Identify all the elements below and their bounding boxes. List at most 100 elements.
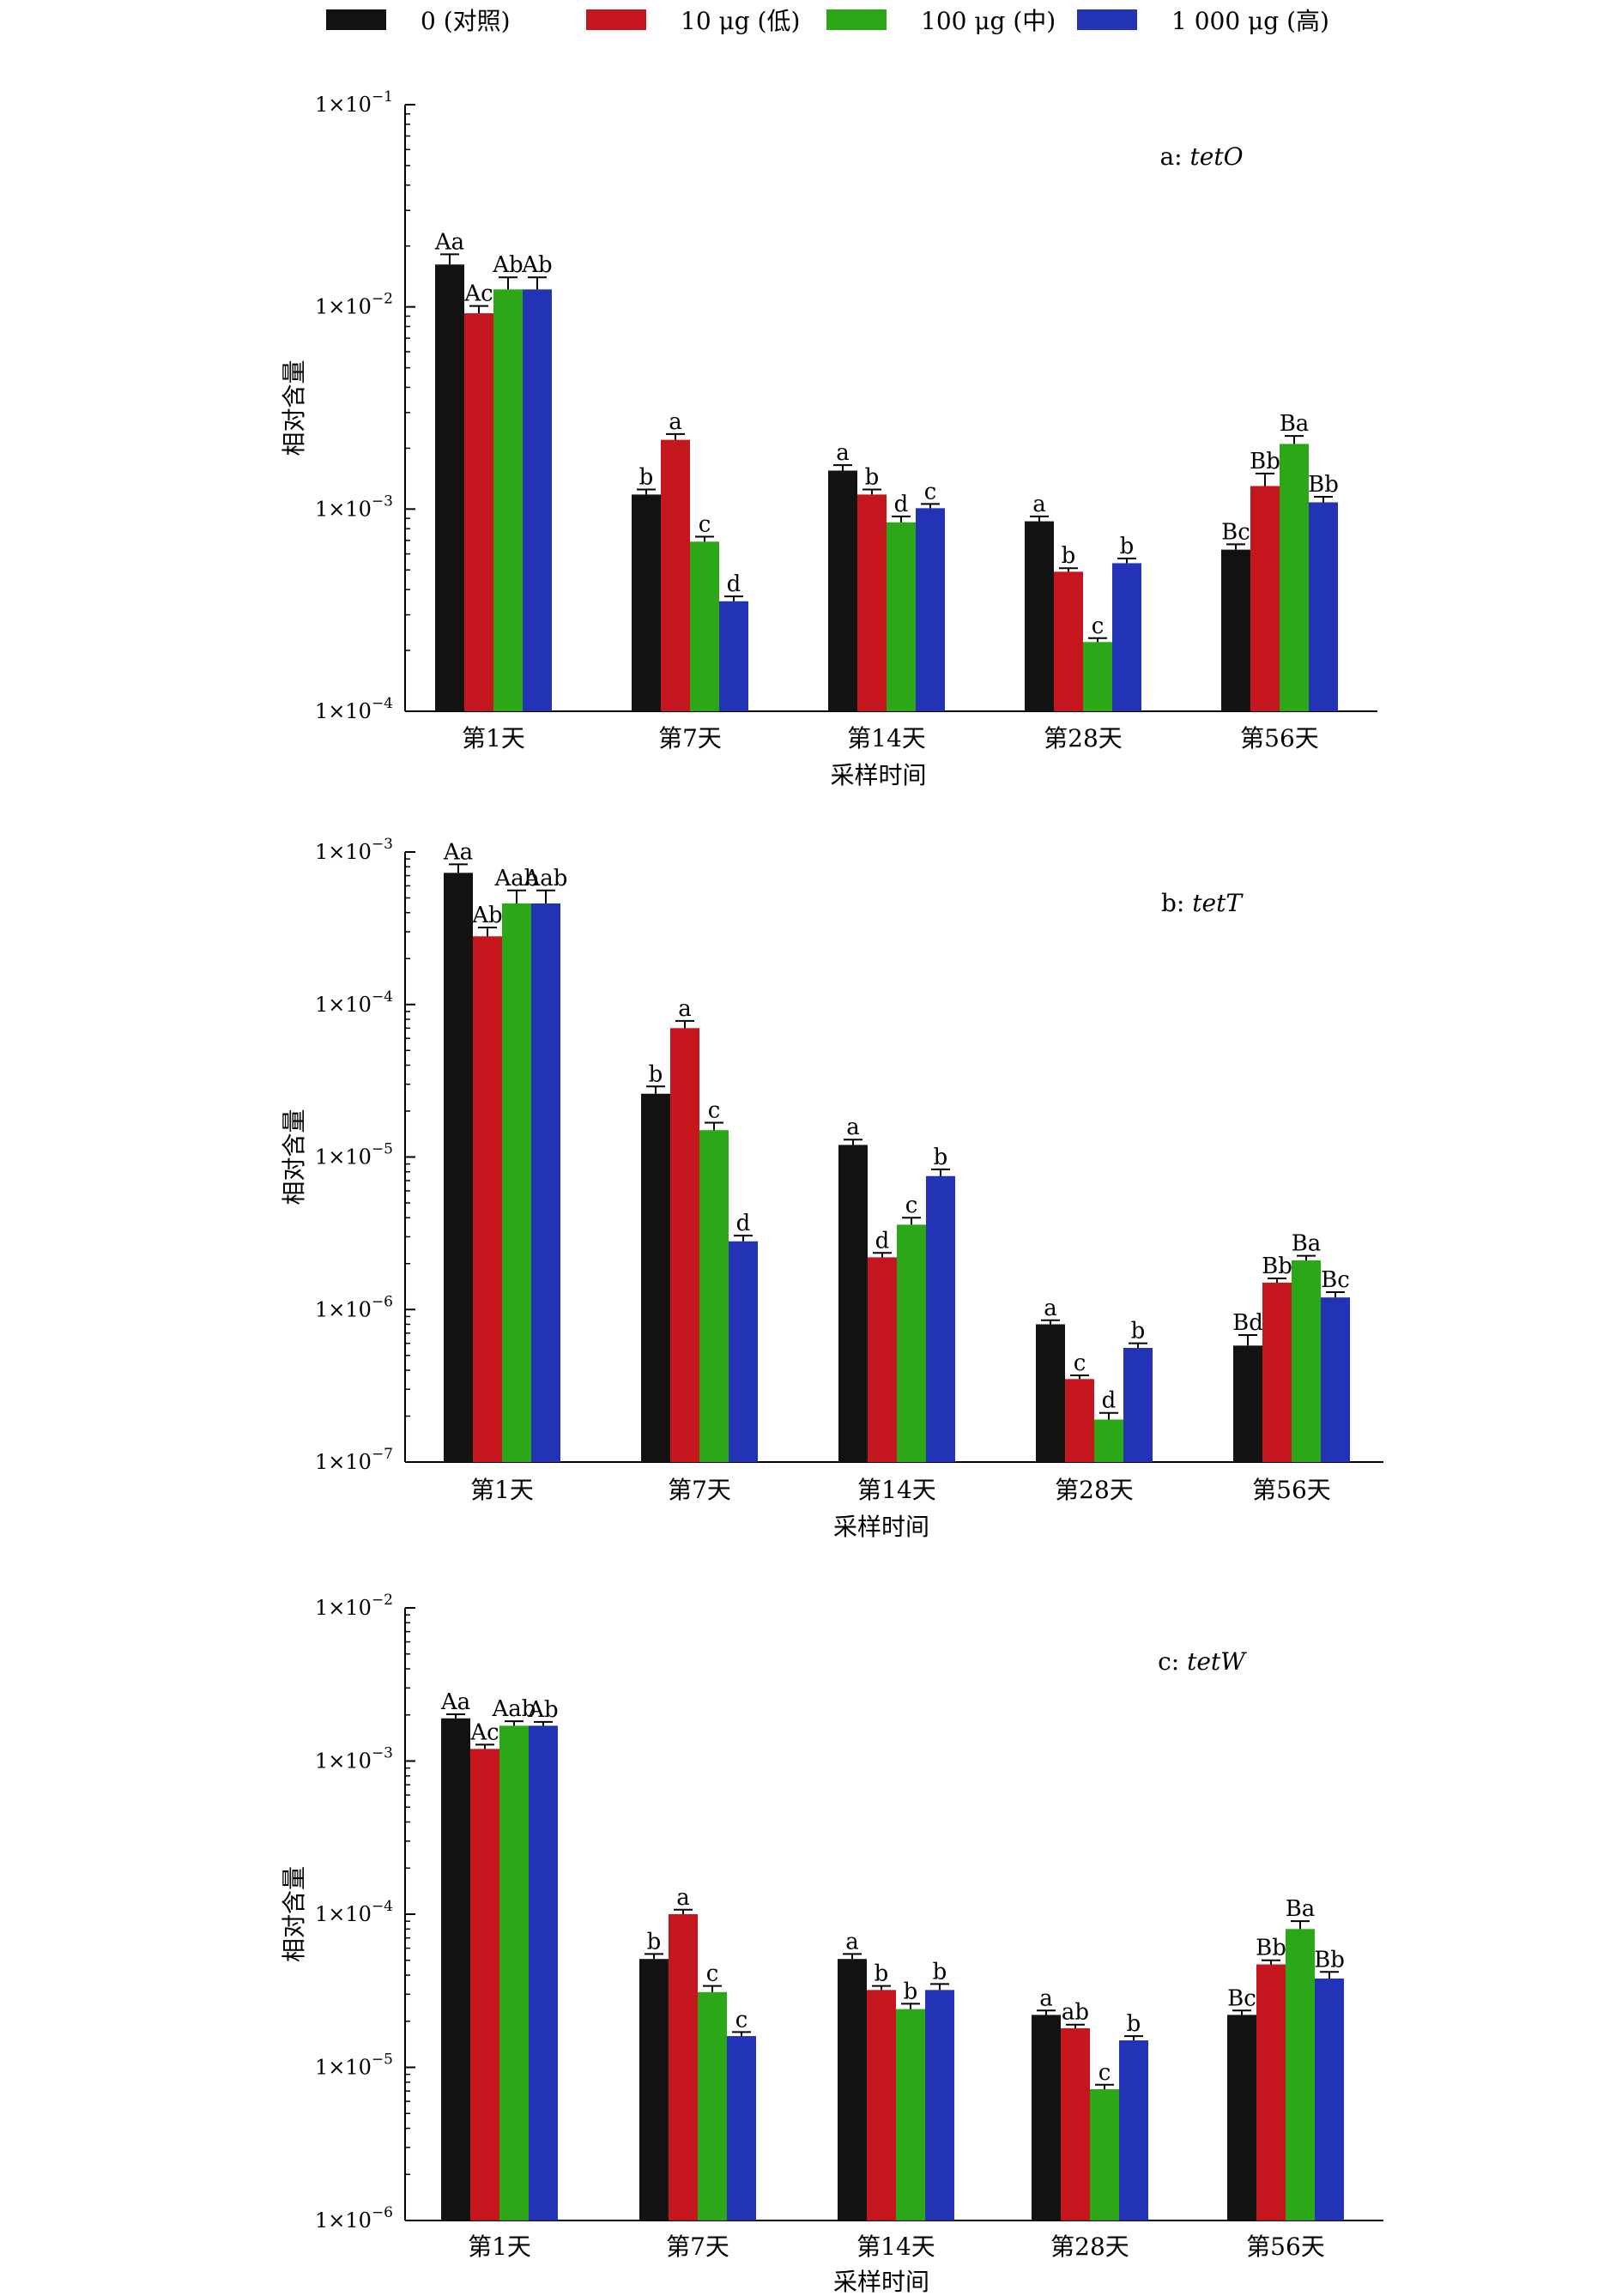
significance-label: d: [875, 1228, 890, 1254]
bar: [1061, 2027, 1090, 2220]
significance-label: Bb: [1314, 1947, 1345, 1973]
significance-label: d: [1102, 1388, 1117, 1414]
significance-label: Ab: [527, 1697, 558, 1723]
bar: [502, 903, 531, 1462]
x-axis-label: 采样时间: [833, 1513, 929, 1541]
significance-label: Ab: [521, 252, 552, 278]
bar: [887, 522, 916, 711]
significance-label: d: [894, 492, 909, 517]
bar: [868, 1257, 897, 1462]
y-axis-label: 相对含量: [280, 360, 308, 456]
bar: [473, 936, 502, 1462]
bar: [641, 1093, 670, 1462]
significance-label: a: [845, 1929, 859, 1955]
significance-label: c: [905, 1193, 918, 1218]
significance-label: b: [1120, 534, 1135, 559]
significance-label: Aa: [440, 1689, 470, 1715]
legend-item: 1 000 μg (高): [1077, 7, 1329, 35]
y-axis-label: 相对含量: [280, 1109, 308, 1205]
x-tick-label: 第14天: [847, 724, 926, 752]
bar: [493, 289, 523, 711]
legend-label: 10 μg (低): [681, 7, 801, 35]
panel-title: b: tetT: [1161, 889, 1244, 917]
bar: [531, 903, 560, 1462]
legend-item: 100 μg (中): [826, 7, 1056, 35]
bar: [1309, 502, 1338, 711]
bar: [838, 1145, 868, 1462]
bar: [857, 494, 887, 711]
legend: 0 (对照) 10 μg (低) 100 μg (中) 1 000 μg (高): [0, 0, 1622, 43]
bar: [441, 1718, 470, 2220]
significance-label: b: [933, 1959, 947, 1985]
bar: [926, 1175, 955, 1462]
y-tick-label: 1×10−3: [315, 836, 393, 864]
bar: [670, 1028, 699, 1462]
significance-label: d: [727, 571, 741, 597]
y-tick-label: 1×10−4: [315, 1898, 393, 1926]
significance-label: Aa: [434, 229, 464, 255]
significance-label: Ab: [492, 252, 523, 278]
legend-label: 0 (对照): [421, 7, 511, 35]
y-tick-label: 1×10−2: [315, 1592, 393, 1620]
significance-label: Bb: [1256, 1936, 1286, 1961]
significance-label: b: [875, 1961, 889, 1987]
significance-label: Aab: [494, 866, 539, 891]
significance-label: b: [1127, 2011, 1141, 2037]
significance-label: c: [708, 1097, 721, 1123]
significance-label: d: [736, 1211, 751, 1236]
significance-label: b: [639, 464, 654, 490]
x-axis-label: 采样时间: [830, 761, 926, 789]
legend-item: 0 (对照): [326, 7, 511, 35]
y-tick-label: 1×10−6: [315, 2204, 393, 2233]
bar: [499, 1725, 529, 2220]
bar: [639, 1959, 669, 2220]
x-tick-label: 第7天: [668, 1476, 731, 1504]
significance-label: Ba: [1286, 1896, 1316, 1922]
x-tick-label: 第28天: [1050, 2233, 1129, 2261]
bar: [698, 1991, 727, 2220]
bar: [1054, 571, 1083, 711]
x-tick-label: 第56天: [1252, 1476, 1331, 1504]
bar: [719, 601, 748, 711]
x-tick-label: 第28天: [1044, 724, 1123, 752]
significance-label: Bb: [1262, 1254, 1292, 1279]
significance-label: Bc: [1221, 519, 1250, 545]
significance-label: Ba: [1280, 411, 1310, 437]
bar: [1065, 1379, 1094, 1462]
significance-label: Ab: [471, 903, 502, 928]
significance-label: Ac: [463, 281, 493, 307]
bar: [1036, 1324, 1065, 1462]
x-tick-label: 第7天: [666, 2233, 729, 2261]
significance-label: ab: [1062, 2000, 1089, 2026]
significance-label: Bc: [1227, 1985, 1256, 2011]
bar: [1280, 444, 1309, 711]
bar: [896, 2009, 925, 2220]
bar: [632, 494, 661, 711]
significance-label: a: [1032, 492, 1046, 517]
bar: [1119, 2040, 1148, 2220]
legend-swatch-control: [326, 9, 386, 30]
significance-label: Bd: [1232, 1310, 1263, 1336]
bar: [1292, 1260, 1321, 1462]
x-tick-label: 第28天: [1055, 1476, 1134, 1504]
significance-label: Aa: [443, 839, 473, 865]
significance-label: Bc: [1321, 1267, 1350, 1293]
x-tick-label: 第56天: [1240, 724, 1319, 752]
significance-label: Bb: [1250, 449, 1280, 474]
significance-label: Ba: [1292, 1231, 1322, 1257]
bar: [690, 541, 719, 711]
bar: [867, 1990, 896, 2220]
significance-label: b: [1062, 543, 1076, 569]
bar: [1090, 2088, 1119, 2220]
legend-label: 100 μg (中): [921, 7, 1056, 35]
significance-label: c: [924, 479, 937, 505]
significance-label: c: [699, 512, 711, 538]
bar: [1233, 1345, 1262, 1462]
x-tick-label: 第14天: [856, 2233, 935, 2261]
y-tick-label: 1×10−5: [315, 2051, 393, 2080]
panel-title: a: tetO: [1159, 142, 1243, 171]
legend-swatch-low: [586, 9, 646, 30]
x-tick-label: 第7天: [658, 724, 722, 752]
